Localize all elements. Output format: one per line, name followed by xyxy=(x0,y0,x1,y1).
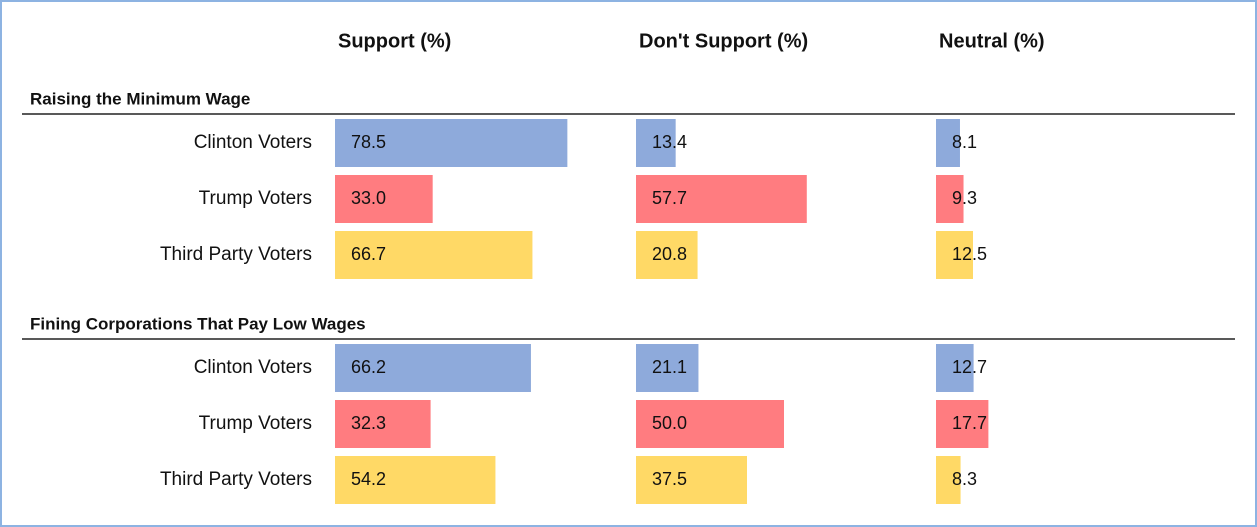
value-label: 32.3 xyxy=(351,413,386,433)
data-bar xyxy=(335,175,433,223)
data-bar xyxy=(936,456,961,504)
data-bar xyxy=(636,175,807,223)
value-label: 13.4 xyxy=(652,132,687,152)
value-label: 66.2 xyxy=(351,357,386,377)
value-label: 37.5 xyxy=(652,469,687,489)
data-bar xyxy=(335,119,568,167)
data-bar xyxy=(335,231,533,279)
column-header: Don't Support (%) xyxy=(639,30,808,52)
value-label: 17.7 xyxy=(952,413,987,433)
data-bar xyxy=(936,231,973,279)
data-bar xyxy=(335,400,431,448)
value-label: 78.5 xyxy=(351,132,386,152)
data-bar xyxy=(636,344,699,392)
value-label: 33.0 xyxy=(351,188,386,208)
section-title: Fining Corporations That Pay Low Wages xyxy=(30,314,366,333)
value-label: 21.1 xyxy=(652,357,687,377)
data-bar xyxy=(335,344,531,392)
value-label: 8.1 xyxy=(952,132,977,152)
value-label: 57.7 xyxy=(652,188,687,208)
data-bar xyxy=(636,119,676,167)
value-label: 8.3 xyxy=(952,469,977,489)
data-bar xyxy=(936,119,960,167)
value-label: 12.5 xyxy=(952,244,987,264)
section-title: Raising the Minimum Wage xyxy=(30,89,250,108)
data-bar xyxy=(636,231,698,279)
value-label: 12.7 xyxy=(952,357,987,377)
row-label: Trump Voters xyxy=(199,188,312,209)
data-bar xyxy=(936,175,964,223)
column-header: Support (%) xyxy=(338,30,451,52)
row-label: Third Party Voters xyxy=(160,244,312,265)
value-label: 54.2 xyxy=(351,469,386,489)
column-header: Neutral (%) xyxy=(939,30,1045,52)
data-bar xyxy=(936,400,989,448)
row-label: Clinton Voters xyxy=(194,132,312,153)
value-label: 50.0 xyxy=(652,413,687,433)
value-label: 9.3 xyxy=(952,188,977,208)
data-bar xyxy=(936,344,974,392)
data-bar xyxy=(636,400,784,448)
row-label: Trump Voters xyxy=(199,413,312,434)
value-label: 20.8 xyxy=(652,244,687,264)
value-label: 66.7 xyxy=(351,244,386,264)
data-bar xyxy=(335,456,496,504)
data-bar xyxy=(636,456,747,504)
row-label: Clinton Voters xyxy=(194,357,312,378)
row-label: Third Party Voters xyxy=(160,469,312,490)
